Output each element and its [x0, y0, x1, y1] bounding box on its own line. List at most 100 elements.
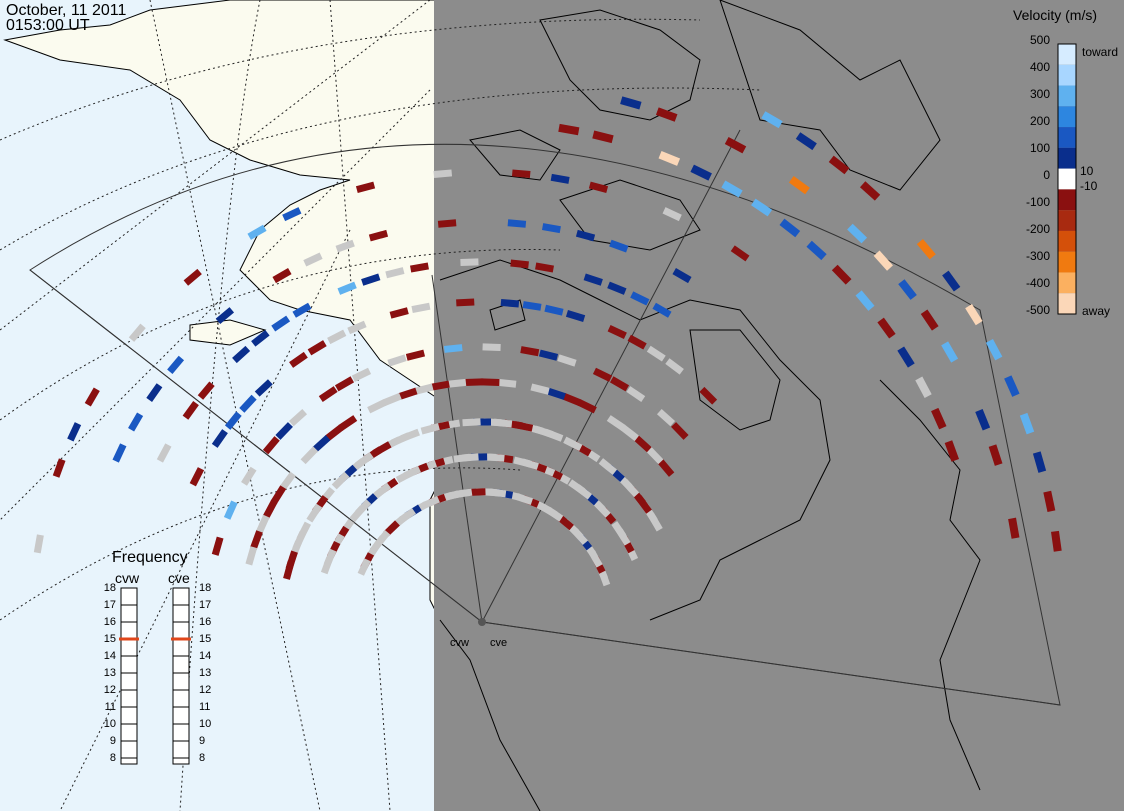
scatter-cell	[447, 378, 467, 388]
graticule-line	[0, 249, 561, 421]
scatter-cell	[672, 268, 692, 284]
scatter-cell	[282, 207, 302, 222]
scatter-cell	[699, 386, 718, 405]
velocity-color-swatch	[1058, 127, 1076, 148]
fov-edge-east	[481, 621, 1061, 706]
scatter-cell	[239, 394, 257, 413]
site-label-cvw: cvw	[450, 637, 469, 649]
scatter-cell	[500, 298, 520, 308]
velocity-color-swatch	[1058, 189, 1076, 211]
scatter-cell	[538, 349, 559, 361]
scatter-cell	[530, 383, 550, 395]
frequency-title: Frequency	[112, 549, 188, 566]
scatter-cell	[898, 279, 917, 300]
scatter-cell	[507, 219, 527, 228]
scatter-cell	[568, 479, 586, 495]
graticule-line	[59, 229, 351, 811]
scatter-cell	[469, 488, 486, 496]
frequency-tick-label: 17	[103, 599, 116, 611]
scatter-cell	[897, 346, 915, 368]
velocity-color-swatch	[1058, 64, 1076, 86]
scatter-cell	[395, 469, 414, 484]
velocity-scale-title: Velocity (m/s)	[1013, 7, 1098, 23]
scatter-cell	[721, 180, 743, 198]
time-label: 0153:00 UT	[6, 17, 90, 34]
frequency-tick-label: 13	[199, 667, 212, 679]
date-label: October, 11 2011	[6, 2, 127, 19]
scatter-cell	[563, 436, 583, 452]
scatter-cell	[462, 418, 481, 427]
coastlines	[439, 0, 981, 811]
scatter-cell	[271, 315, 291, 332]
scatter-cell	[211, 536, 224, 556]
scatter-cell	[522, 301, 542, 311]
scatter-cell	[382, 392, 402, 407]
toward-label: toward	[1082, 45, 1119, 59]
velocity-tick-label: -400	[1025, 276, 1050, 290]
scatter-cell	[481, 378, 500, 386]
scatter-cell	[414, 383, 434, 395]
scatter-cell	[300, 446, 319, 465]
scatter-cell	[405, 349, 426, 361]
night-shade	[434, 0, 1124, 811]
scatter-cell	[1051, 530, 1062, 552]
scatter-cell	[368, 229, 389, 242]
scatter-cell	[255, 514, 270, 535]
scatter-cell	[398, 387, 418, 400]
graticule-line	[0, 0, 431, 331]
velocity-tick-label: 300	[1029, 87, 1050, 101]
scatter-cell	[335, 239, 355, 253]
velocity-color-swatch	[1058, 293, 1076, 314]
velocity-color-swatch	[1058, 230, 1076, 252]
scatter-cell	[497, 378, 517, 388]
scatter-cell	[453, 453, 471, 463]
frequency-tick-label: 17	[199, 599, 212, 611]
scatter-cell	[520, 346, 540, 357]
velocity-tick-label: -100	[1025, 195, 1050, 209]
scatter-cell	[272, 268, 292, 284]
scatter-cell	[965, 304, 983, 326]
scatter-cell	[645, 446, 664, 465]
scatter-cell	[915, 376, 932, 398]
scatter-cell	[224, 411, 242, 430]
scatter-cell	[247, 224, 267, 240]
velocity-tick-label: 0	[1043, 168, 1050, 182]
frequency-bar-cve	[172, 587, 190, 765]
velocity-color-swatch	[1058, 272, 1076, 294]
coastline	[469, 129, 561, 181]
scatter-cell	[367, 399, 387, 414]
scatter-cell	[847, 223, 868, 244]
scatter-cell	[167, 355, 185, 375]
scatter-cell	[975, 408, 991, 431]
scatter-cell	[460, 258, 479, 267]
scatter-cell	[611, 521, 627, 539]
frequency-tick-label: 14	[199, 650, 212, 662]
scatter-cell	[988, 444, 1003, 466]
scatter-cell	[724, 136, 747, 154]
graticule-line	[0, 87, 761, 251]
scatter-cell	[387, 354, 407, 367]
scatter-cell	[385, 267, 405, 279]
scatter-cell	[357, 558, 371, 576]
scatter-cell	[630, 291, 650, 306]
scatter-cell	[430, 380, 450, 391]
scatter-cell	[1008, 517, 1020, 539]
velocity-tick-label: 200	[1029, 114, 1050, 128]
scatter-cell	[1019, 412, 1035, 435]
frequency-bar-cvw	[120, 587, 138, 765]
fov-boundary-cvw	[431, 274, 483, 623]
scatter-cell	[656, 409, 676, 427]
scatter-cell	[655, 107, 678, 122]
scatter-cell	[588, 550, 603, 568]
scatter-cell	[855, 290, 875, 311]
scatter-cell	[626, 386, 646, 402]
frequency-tick-label: 18	[103, 582, 116, 594]
scatter-cell	[67, 422, 82, 442]
frequency-tick-label: 14	[103, 650, 116, 662]
scatter-cell	[609, 239, 629, 253]
scatter-cell	[128, 323, 146, 342]
scatter-cell	[665, 358, 684, 375]
scatter-cell	[513, 456, 531, 468]
scatter-cell	[877, 317, 896, 339]
